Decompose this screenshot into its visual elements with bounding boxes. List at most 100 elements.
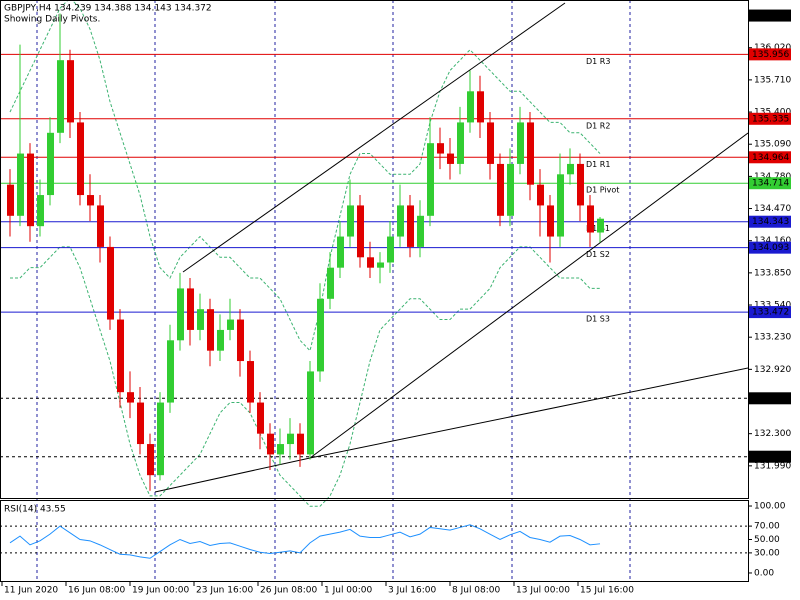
- candle-body: [357, 205, 364, 258]
- price-tag-label: 135.335: [752, 114, 789, 124]
- level-label: D1 S3: [586, 315, 610, 324]
- candle-body: [477, 91, 484, 123]
- axis-layer: 136.020 135.710 135.400 135.090 134.780 134.4…: [1, 9, 791, 596]
- x-tick-label: 13 Jul 00:00: [516, 586, 570, 596]
- level-label: D1 S2: [586, 250, 610, 259]
- candle-body: [277, 444, 284, 455]
- rsi-tick-label: 100.00: [754, 502, 786, 512]
- candle-body: [307, 371, 314, 455]
- candle-body: [227, 319, 234, 330]
- y-tick-label: 134.470: [754, 204, 791, 214]
- price-tag-label: 134.964: [752, 153, 789, 163]
- y-tick-label: 134.160: [754, 236, 791, 246]
- candle-body: [387, 236, 394, 263]
- x-tick-label: 8 Jul 08:00: [452, 586, 501, 596]
- candle-body: [447, 153, 454, 164]
- candle-body: [207, 309, 214, 351]
- price-tag: [749, 48, 791, 61]
- price-tag-label: 134.343: [752, 217, 789, 227]
- candle-body: [177, 288, 184, 341]
- y-tick-label: 133.540: [754, 301, 791, 311]
- x-tick-label: 16 Jun 08:00: [68, 586, 125, 596]
- candle-body: [467, 91, 474, 123]
- candle-body: [67, 60, 74, 123]
- candle-body: [507, 163, 514, 216]
- candle-body: [417, 215, 424, 247]
- rsi-tick-label: 0.00: [754, 568, 774, 578]
- x-tick-label: 1 Jul 00:00: [324, 586, 373, 596]
- y-tick-label: 136.020: [754, 43, 791, 53]
- candle-body: [157, 402, 164, 476]
- candle-body: [77, 122, 84, 196]
- candle-body: [457, 122, 464, 164]
- candle-body: [537, 184, 544, 206]
- y-tick-label: 134.780: [754, 172, 791, 182]
- candle-body: [237, 319, 244, 362]
- rsi-tick-label: 30.00: [754, 548, 780, 558]
- candle-body: [407, 205, 414, 247]
- candle-body: [7, 184, 14, 216]
- candle-body: [437, 143, 444, 154]
- y-tick-label: 133.230: [754, 333, 791, 343]
- price-tag: [749, 241, 791, 254]
- y-tick-label: 135.400: [754, 108, 791, 118]
- price-tag-label: 134.714: [752, 179, 789, 189]
- price-tag: [749, 112, 791, 125]
- price-tag: [749, 215, 791, 228]
- rsi-layer: [0, 524, 748, 559]
- candle-body: [97, 205, 104, 247]
- candle-body: [267, 433, 274, 455]
- candle-body: [517, 122, 524, 164]
- candle-body: [187, 288, 194, 330]
- y-tick-label: 131.990: [754, 461, 791, 471]
- level-label: D1 Pivot: [586, 186, 619, 195]
- candle-body: [487, 122, 494, 164]
- candle-body: [297, 433, 304, 455]
- rsi-frame: [0, 500, 749, 582]
- bollinger-band: [9, 0, 601, 352]
- candle-body: [367, 257, 374, 268]
- candle-body: [117, 319, 124, 393]
- candle-body: [577, 163, 584, 206]
- candles-layer: [7, 13, 604, 491]
- candle-body: [17, 153, 24, 216]
- y-tick-label: 135.710: [754, 75, 791, 85]
- candle-body: [137, 402, 144, 445]
- candle-body: [197, 309, 204, 330]
- y-tick-label: 133.850: [754, 268, 791, 278]
- trend-lines: [154, 2, 748, 493]
- y-tick-label: 135.090: [754, 140, 791, 150]
- x-tick-label: 3 Jul 16:00: [388, 586, 437, 596]
- price-tag: [749, 450, 791, 463]
- candle-body: [47, 132, 54, 196]
- candle-body: [557, 174, 564, 237]
- candle-body: [547, 205, 554, 237]
- price-tag-label: 132.641: [752, 394, 789, 404]
- candle-body: [257, 402, 264, 434]
- x-tick-label: 26 Jun 08:00: [260, 586, 317, 596]
- candle-body: [317, 298, 324, 372]
- x-tick-label: 19 Jun 00:00: [132, 586, 189, 596]
- candle-body: [57, 60, 64, 133]
- candle-body: [217, 329, 224, 351]
- rsi-tick-label: 70.00: [754, 522, 780, 532]
- candle-body: [87, 195, 94, 206]
- trend-line: [309, 367, 748, 459]
- candle-body: [27, 153, 34, 227]
- candle-body: [347, 205, 354, 237]
- candle-body: [37, 195, 44, 227]
- price-tag: [749, 151, 791, 164]
- candle-body: [167, 340, 174, 403]
- candle-body: [527, 122, 534, 185]
- bands-layer: [9, 0, 601, 507]
- candle-body: [597, 218, 604, 233]
- x-tick-label: 23 Jun 16:00: [196, 586, 253, 596]
- candle-body: [107, 246, 114, 320]
- rsi-tick-label: 50.00: [754, 535, 780, 545]
- price-tag: [749, 392, 791, 405]
- price-tag: [749, 177, 791, 190]
- main-frame: [0, 0, 749, 499]
- price-tag-label: 135.956: [752, 50, 789, 60]
